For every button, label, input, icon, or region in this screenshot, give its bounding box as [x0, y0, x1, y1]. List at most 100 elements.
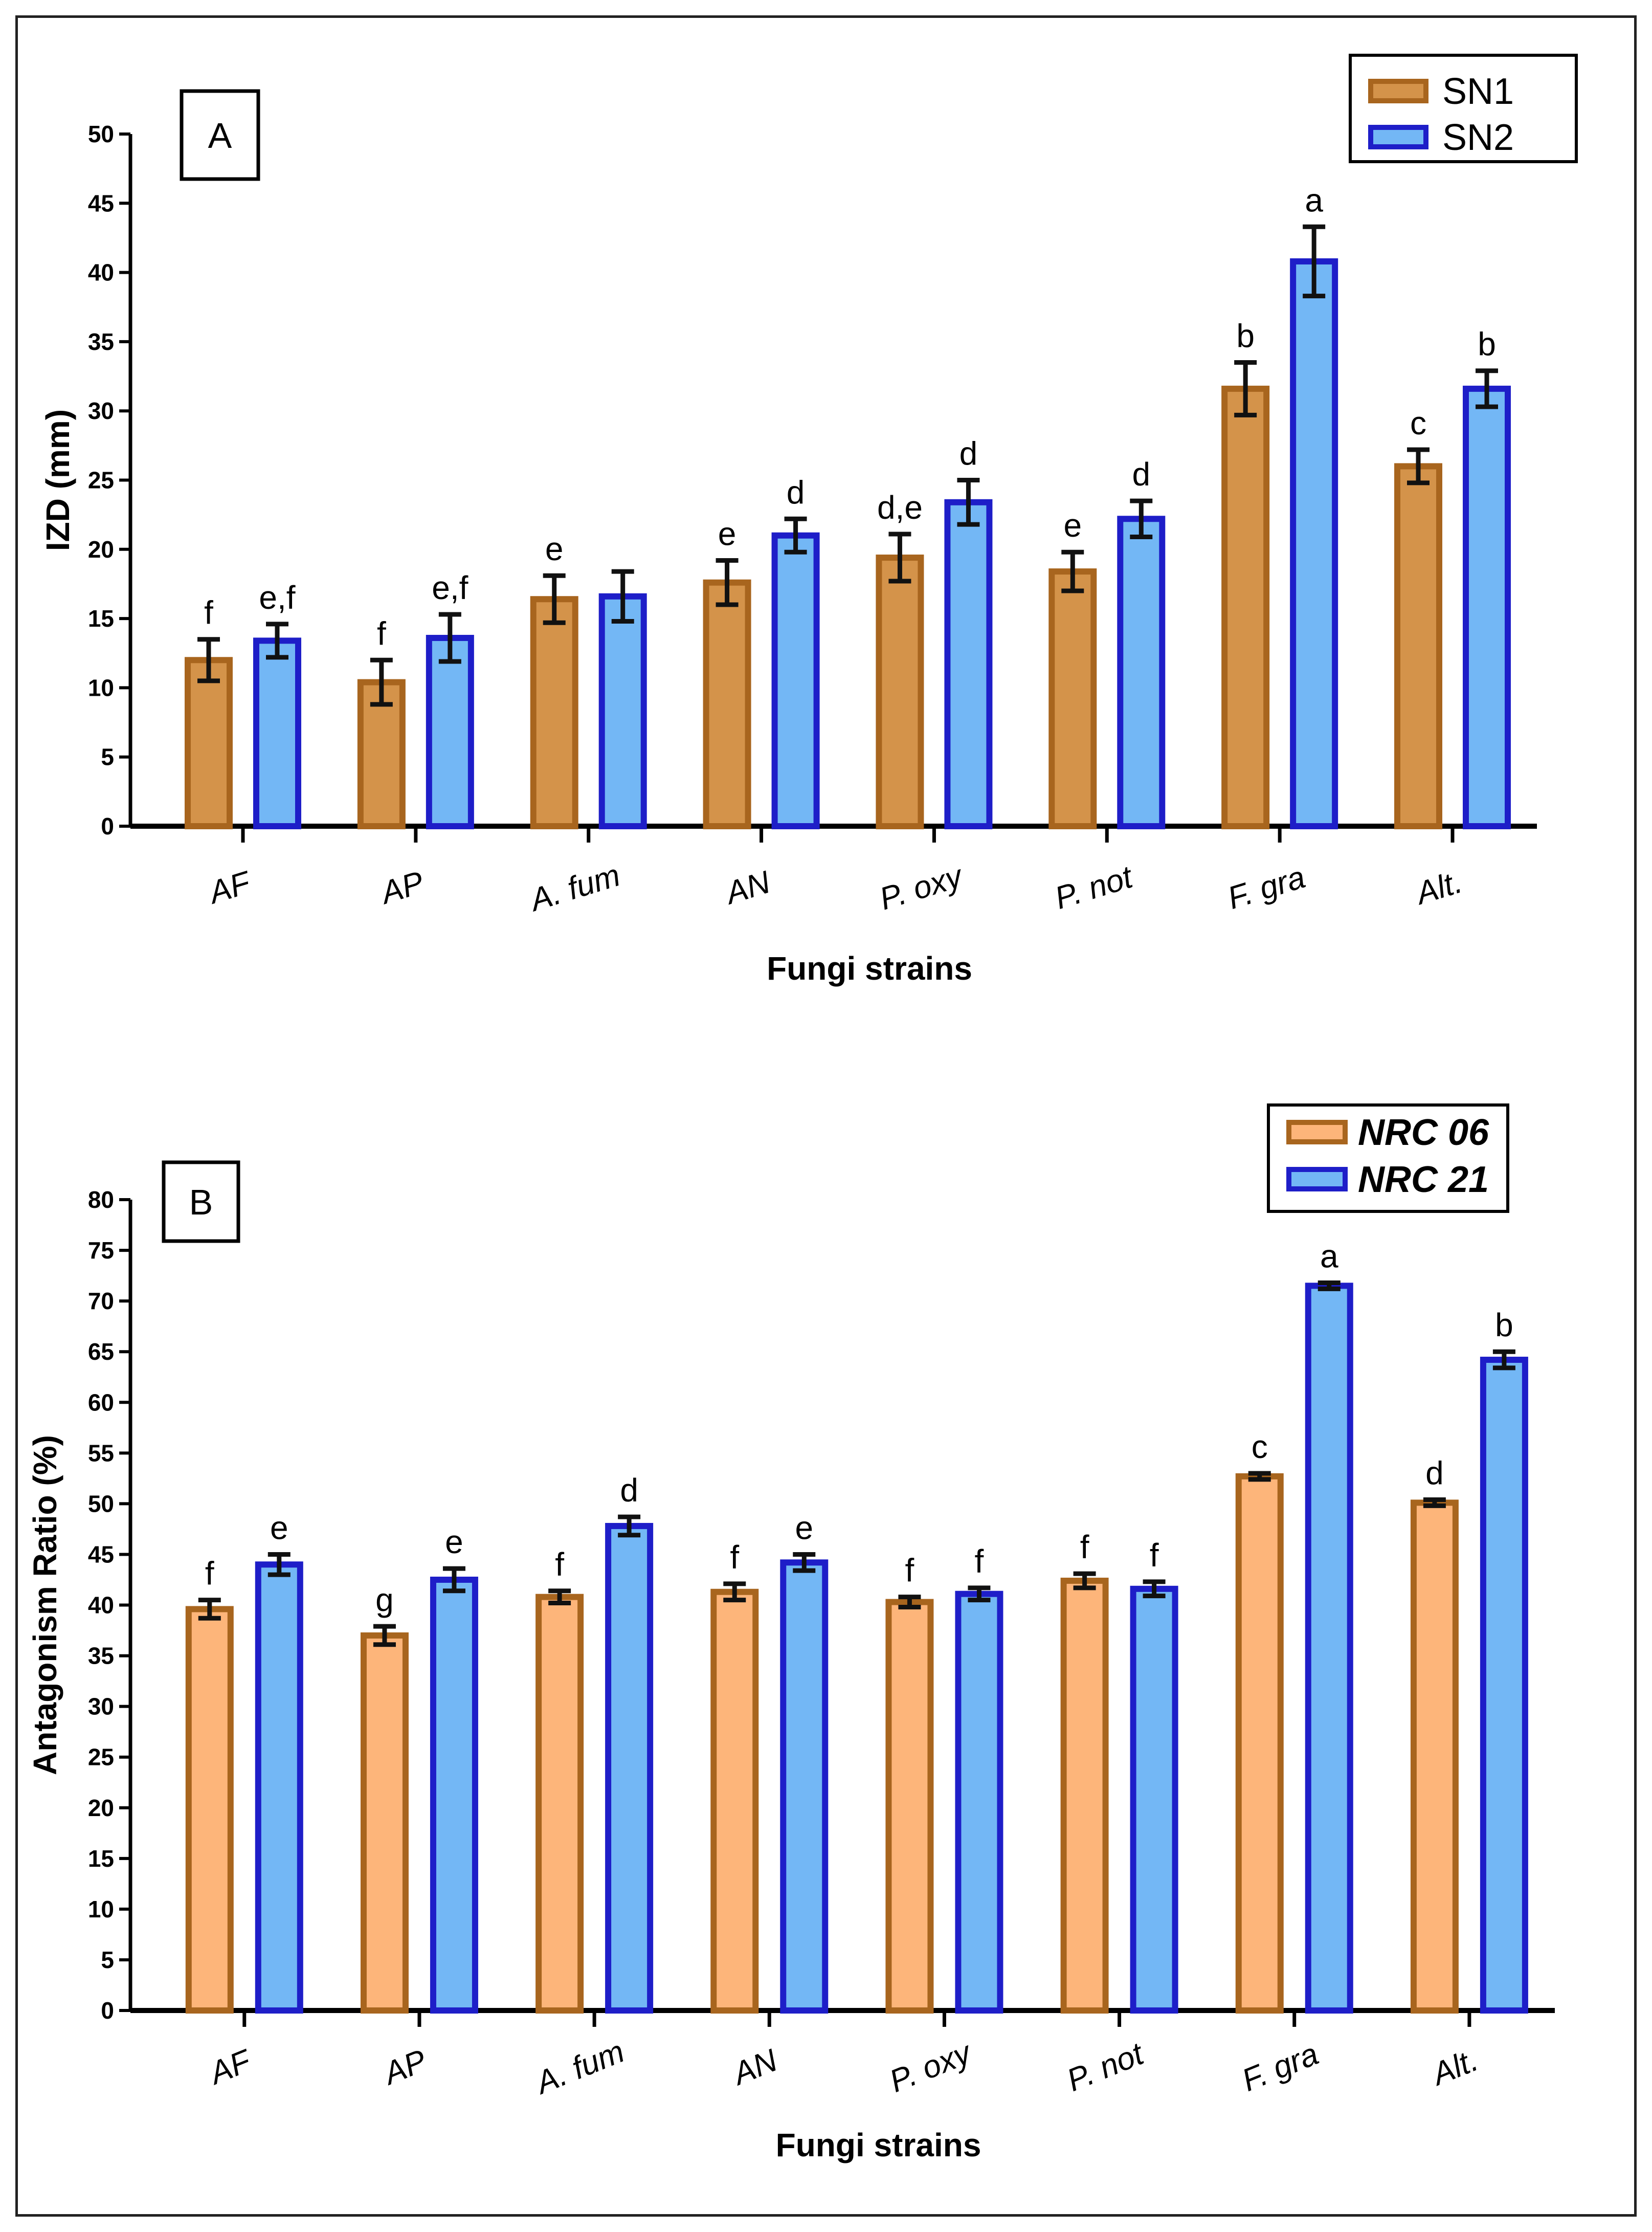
x-tick-label: AN	[726, 2043, 783, 2093]
bar-nrc-06	[185, 1606, 234, 2014]
bar-nrc-06	[1060, 1577, 1109, 2014]
legend-swatch	[1368, 125, 1428, 149]
x-tick-label: AF	[203, 865, 256, 911]
legend-entry: NRC 06	[1358, 1112, 1489, 1153]
significance-letter: f	[377, 615, 386, 652]
y-tick-label: 30	[88, 1693, 114, 1720]
y-tick-label: 35	[88, 328, 114, 355]
panel-a-chart: 0 5 10 15 20 25 30 35 40 45 50 IZD (mm) Fungi strain…	[39, 54, 1578, 987]
significance-letter: f	[1080, 1529, 1089, 1565]
bar-sn1	[1394, 463, 1442, 829]
y-tick-label: 30	[88, 397, 114, 424]
y-tick-label: 50	[88, 1490, 114, 1517]
y-tick-label: 10	[88, 1896, 114, 1922]
significance-letter: a	[1320, 1237, 1338, 1274]
bar-nrc-21	[1130, 1585, 1178, 2014]
y-tick-label: 80	[88, 1186, 114, 1213]
bar-sn1	[876, 555, 924, 829]
bar-nrc-21	[605, 1522, 654, 2014]
x-tick-label: AN	[720, 865, 774, 912]
y-tick-label: 40	[88, 1592, 114, 1619]
legend-swatch	[1286, 1120, 1348, 1144]
significance-letter: f	[205, 1555, 214, 1592]
significance-letter: b	[1478, 326, 1496, 363]
significance-letter: e	[445, 1523, 463, 1560]
bar-nrc-21	[430, 1576, 478, 2014]
bar-sn1	[185, 657, 233, 830]
significance-letter: b	[1236, 317, 1255, 354]
significance-letter: e,f	[432, 569, 468, 606]
y-tick-label: 45	[88, 190, 114, 216]
significance-letter: f	[204, 594, 213, 631]
significance-letter: d	[959, 435, 978, 472]
x-tick-label: P. not	[1062, 2036, 1150, 2098]
significance-letter: e,f	[259, 579, 295, 616]
x-tick-label: P. not	[1051, 859, 1138, 916]
y-tick-label: 0	[101, 813, 114, 839]
x-tick-label: P. oxy	[876, 858, 968, 917]
bar-sn1	[530, 596, 578, 829]
significance-letter: d	[1425, 1454, 1444, 1491]
x-tick-label: Alt.	[1410, 864, 1466, 912]
x-tick-label: F. gra	[1223, 859, 1309, 916]
x-tick-label: AP	[377, 2043, 431, 2092]
significance-letter: d	[1132, 456, 1150, 493]
significance-letter: f	[1150, 1537, 1159, 1574]
y-tick-label: 5	[101, 1947, 114, 1973]
panel-label-box	[180, 89, 260, 181]
significance-letter: e	[718, 515, 736, 552]
significance-letter: g	[375, 1581, 394, 1618]
legend-entry: SN2	[1442, 117, 1514, 158]
bar-sn2	[1117, 516, 1166, 829]
bar-nrc-21	[1480, 1357, 1528, 2014]
bar-nrc-06	[1410, 1499, 1459, 2014]
significance-letter: d	[620, 1472, 638, 1509]
significance-letter: c	[1410, 405, 1426, 441]
legend-swatch	[1368, 79, 1428, 103]
bar-sn2	[426, 634, 474, 829]
y-tick-label: 20	[88, 536, 114, 563]
y-tick-label: 70	[88, 1288, 114, 1314]
legend-entry: NRC 21	[1358, 1159, 1489, 1200]
significance-letter: f	[730, 1539, 739, 1576]
panel-label: B	[189, 1182, 213, 1222]
significance-letter: f	[555, 1546, 564, 1583]
significance-letter: e	[270, 1509, 288, 1546]
y-tick-label: 0	[101, 1997, 114, 2024]
y-tick-label: 50	[88, 121, 114, 147]
y-tick-label: 15	[88, 605, 114, 632]
bar-sn1	[703, 579, 751, 830]
panel-label: A	[208, 116, 232, 156]
figure-frame	[15, 15, 1637, 2217]
x-tick-label: F. gra	[1237, 2036, 1324, 2098]
y-tick-label: 60	[88, 1389, 114, 1416]
y-axis-title: Antagonism Ratio (%)	[27, 1435, 63, 1775]
y-tick-label: 45	[88, 1541, 114, 1567]
legend-swatch	[1286, 1167, 1348, 1191]
y-tick-label: 15	[88, 1845, 114, 1872]
significance-letter: f	[975, 1543, 984, 1580]
x-axis-title: Fungi strains	[776, 2127, 981, 2163]
bar-nrc-06	[1235, 1473, 1284, 2014]
significance-letter: c	[1252, 1428, 1268, 1465]
y-tick-label: 75	[88, 1237, 114, 1264]
y-tick-label: 10	[88, 674, 114, 701]
bar-sn2	[598, 593, 647, 829]
x-tick-label: AP	[375, 865, 428, 911]
significance-letter: d,e	[877, 489, 923, 526]
y-tick-label: 55	[88, 1440, 114, 1466]
panel-label-box	[162, 1160, 240, 1243]
bar-nrc-06	[360, 1632, 409, 2014]
significance-letter: a	[1305, 182, 1323, 218]
significance-letter: e	[795, 1509, 813, 1546]
bar-nrc-06	[535, 1594, 584, 2014]
bar-nrc-21	[955, 1590, 1003, 2014]
bar-nrc-21	[780, 1559, 829, 2014]
significance-letter: b	[1495, 1307, 1513, 1343]
significance-letter: f	[905, 1552, 914, 1589]
y-tick-label: 25	[88, 467, 114, 494]
bar-sn2	[771, 532, 820, 829]
bar-sn2	[1290, 258, 1338, 829]
legend-entry: SN1	[1442, 71, 1514, 112]
